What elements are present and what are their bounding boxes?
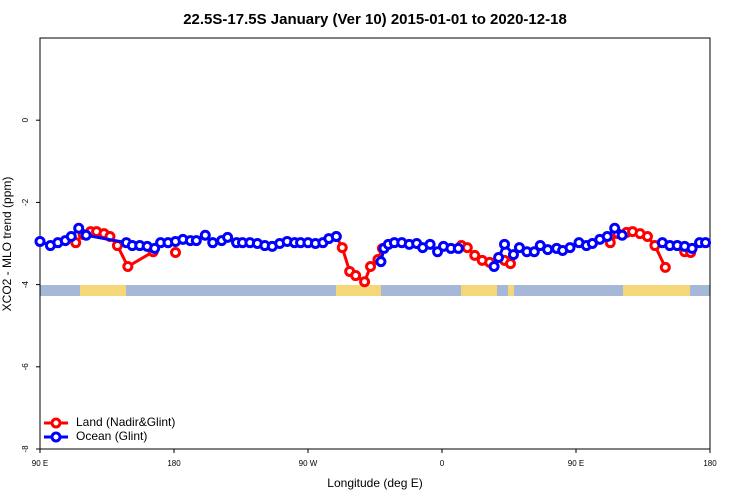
data-point bbox=[424, 238, 436, 250]
y-tick-label: -6 bbox=[21, 363, 30, 371]
y-tick-label: -8 bbox=[21, 445, 30, 453]
x-tick-label: 180 bbox=[703, 459, 717, 468]
data-point bbox=[641, 231, 653, 243]
data-point bbox=[542, 244, 554, 256]
data-point bbox=[65, 231, 77, 243]
land-band bbox=[80, 285, 126, 296]
legend-marker bbox=[50, 431, 62, 443]
data-point bbox=[207, 237, 219, 249]
data-point bbox=[34, 235, 46, 247]
data-point bbox=[616, 229, 628, 241]
data-point bbox=[222, 231, 234, 243]
data-point bbox=[659, 261, 671, 273]
data-point bbox=[80, 229, 92, 241]
surface-band bbox=[40, 285, 710, 296]
data-point bbox=[365, 261, 377, 273]
x-tick-label: 90 E bbox=[32, 459, 48, 468]
land-band bbox=[336, 285, 381, 296]
x-tick-label: 90 W bbox=[299, 459, 318, 468]
data-point bbox=[469, 249, 481, 261]
data-point bbox=[700, 237, 712, 249]
legend-marker bbox=[50, 417, 62, 429]
data-point bbox=[359, 276, 371, 288]
data-point bbox=[504, 258, 516, 270]
data-point bbox=[169, 247, 181, 259]
data-point bbox=[336, 242, 348, 254]
data-point bbox=[330, 231, 342, 243]
data-point bbox=[375, 256, 387, 268]
data-point bbox=[493, 251, 505, 263]
legend-label: Land (Nadir&Glint) bbox=[76, 415, 175, 429]
land-band bbox=[623, 285, 690, 296]
data-point bbox=[488, 261, 500, 273]
data-point bbox=[609, 222, 621, 234]
data-point bbox=[122, 261, 134, 273]
data-point bbox=[507, 249, 519, 261]
y-tick-label: -4 bbox=[21, 280, 30, 288]
data-point bbox=[686, 242, 698, 254]
x-tick-label: 180 bbox=[167, 459, 181, 468]
data-point bbox=[564, 242, 576, 254]
y-axis-label: XCO2 - MLO trend (ppm) bbox=[0, 177, 14, 312]
legend-label: Ocean (Glint) bbox=[76, 429, 147, 443]
data-point bbox=[461, 242, 473, 254]
x-tick-label: 90 E bbox=[568, 459, 584, 468]
x-axis-label: Longitude (deg E) bbox=[327, 476, 422, 490]
land-band bbox=[461, 285, 497, 296]
legend: Land (Nadir&Glint)Ocean (Glint) bbox=[44, 415, 175, 443]
land-band bbox=[508, 285, 514, 296]
data-point bbox=[499, 238, 511, 250]
data-point bbox=[452, 242, 464, 254]
data-point bbox=[199, 229, 211, 241]
data-point bbox=[350, 270, 362, 282]
data-point bbox=[190, 235, 202, 247]
data-point bbox=[528, 246, 540, 258]
x-tick-label: 0 bbox=[440, 459, 445, 468]
y-tick-label: -2 bbox=[21, 198, 30, 206]
y-tick-label: 0 bbox=[21, 117, 30, 122]
chart-title: 22.5S-17.5S January (Ver 10) 2015-01-01 … bbox=[183, 11, 567, 28]
data-point bbox=[73, 222, 85, 234]
data-point bbox=[601, 231, 613, 243]
